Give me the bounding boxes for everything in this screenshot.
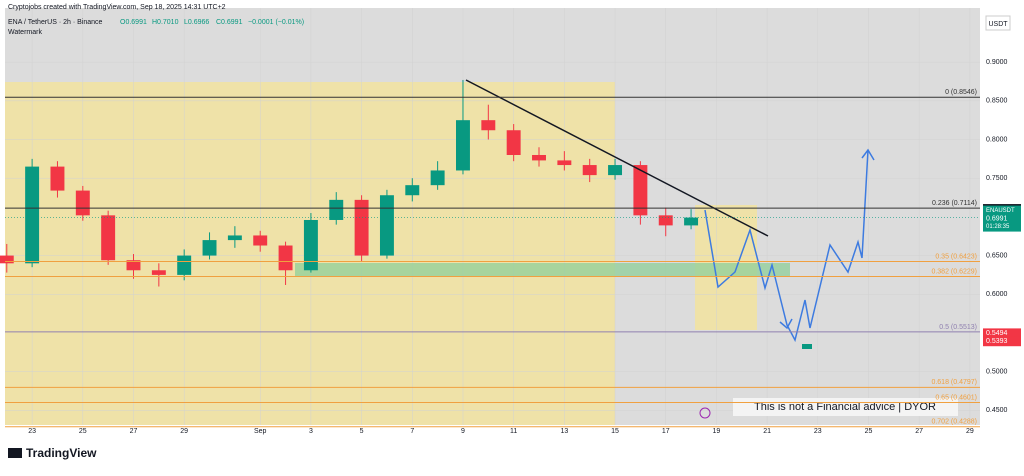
support-zone bbox=[295, 263, 790, 277]
candle-body bbox=[151, 270, 166, 275]
legend-value: −0.0001 (−0.01%) bbox=[248, 19, 304, 26]
candle-body bbox=[379, 195, 394, 256]
fib-label: 0.236 (0.7114) bbox=[932, 200, 977, 207]
ohlc-legend: O0.6991 H0.7010 L0.6966 C0.6991 −0.0001 (−0.… bbox=[120, 19, 304, 26]
candle-body bbox=[456, 120, 470, 171]
candle-body bbox=[557, 160, 572, 166]
last-price-badge bbox=[983, 205, 1021, 232]
x-tick-label: 29 bbox=[966, 428, 974, 435]
x-tick-label: 21 bbox=[763, 428, 771, 435]
fib-label: 0.702 (0.4288) bbox=[931, 419, 977, 426]
y-tick-label: 0.7500 bbox=[986, 175, 1008, 182]
x-tick-label: 17 bbox=[662, 428, 670, 435]
legend-value: O0.6991 bbox=[120, 19, 147, 26]
x-tick-label: 15 bbox=[611, 428, 619, 435]
candle-body bbox=[0, 255, 14, 264]
subtitle: ENA / TetherUS · 2h · Binance bbox=[8, 19, 103, 26]
candles bbox=[0, 79, 699, 287]
candle-body bbox=[303, 219, 318, 271]
candle-body bbox=[202, 240, 217, 256]
legend-value: H0.7010 bbox=[152, 19, 179, 26]
x-tick-label: 13 bbox=[560, 428, 568, 435]
x-tick-label: 27 bbox=[130, 428, 138, 435]
trend-line bbox=[465, 79, 769, 237]
candle-body bbox=[633, 165, 648, 216]
fib-label: 0 (0.8546) bbox=[945, 89, 977, 96]
x-tick-label: 23 bbox=[814, 428, 822, 435]
projection-arrow bbox=[861, 148, 875, 161]
fib-label: 0.618 (0.4797) bbox=[931, 379, 977, 386]
overlay: 0 (0.8546) 0.236 (0.7114) 0.35 (0.6423) 0.3… bbox=[5, 89, 980, 428]
last-price-timer: 01:28:35 bbox=[986, 224, 1010, 230]
watermark: Watermark bbox=[8, 29, 42, 36]
fib-label: 0.35 (0.6423) bbox=[935, 253, 977, 260]
x-tick-label: 3 bbox=[309, 428, 313, 435]
candle-body bbox=[430, 170, 445, 186]
x-tick-label: 25 bbox=[79, 428, 87, 435]
candle-body bbox=[278, 245, 293, 271]
y-tick-label: 0.6500 bbox=[986, 252, 1008, 259]
x-tick-label: 29 bbox=[180, 428, 188, 435]
candle-body bbox=[101, 215, 116, 261]
candle-body bbox=[227, 235, 242, 241]
candle-body bbox=[658, 215, 673, 226]
legend-value: L0.6966 bbox=[184, 19, 209, 26]
x-tick-label: 7 bbox=[410, 428, 414, 435]
candle-body bbox=[177, 255, 192, 275]
candle-body bbox=[126, 260, 141, 271]
candle-body bbox=[75, 190, 90, 216]
y-tick-label: 0.5000 bbox=[986, 368, 1008, 375]
brand: TradingView bbox=[26, 446, 97, 460]
y-tick-label: 0.8000 bbox=[986, 136, 1008, 143]
candle-body bbox=[608, 165, 623, 176]
currency: USDT bbox=[988, 21, 1008, 28]
candle-body bbox=[253, 235, 268, 246]
candle-body bbox=[50, 166, 65, 191]
fib-label: 0.65 (0.4601) bbox=[935, 394, 977, 401]
candle-body bbox=[684, 217, 699, 226]
fib-label: 0.382 (0.6229) bbox=[931, 268, 977, 275]
brand-logo bbox=[8, 448, 22, 458]
x-tick-label: 25 bbox=[865, 428, 873, 435]
projection-arrow bbox=[779, 318, 793, 330]
candle-body bbox=[329, 199, 344, 220]
title: Cryptojobs created with TradingView.com,… bbox=[8, 4, 226, 11]
x-tick-label: 9 bbox=[461, 428, 465, 435]
candle-body bbox=[506, 130, 521, 155]
y-tick-label: 0.4500 bbox=[986, 407, 1008, 414]
candle-body bbox=[532, 154, 546, 161]
last-price-value: 0.6991 bbox=[986, 215, 1008, 222]
candle-body bbox=[481, 120, 496, 131]
x-tick-label: 27 bbox=[915, 428, 923, 435]
x-tick-label: Sep bbox=[254, 428, 267, 435]
price-badge-label: 0.5393 bbox=[986, 338, 1008, 345]
x-tick-label: 23 bbox=[28, 428, 36, 435]
x-tick-label: 11 bbox=[510, 428, 517, 435]
projection-path bbox=[704, 149, 869, 343]
flag bbox=[802, 344, 812, 349]
x-tick-label: 5 bbox=[360, 428, 364, 435]
x-tick-label: 19 bbox=[713, 428, 721, 435]
y-tick-label: 0.6000 bbox=[986, 291, 1008, 298]
y-tick-label: 0.9000 bbox=[986, 59, 1008, 66]
currency-box bbox=[985, 15, 1011, 31]
candle-body bbox=[25, 166, 40, 264]
last-price-name: ENAUSDT bbox=[986, 208, 1015, 214]
price-badge bbox=[983, 336, 1021, 347]
icon bbox=[699, 407, 711, 419]
candle-body bbox=[354, 199, 369, 256]
price-badge-label: 0.5494 bbox=[986, 330, 1008, 337]
candle-body bbox=[405, 185, 420, 196]
fib-label: 0.5 (0.5513) bbox=[939, 324, 977, 331]
y-tick-label: 0.8500 bbox=[986, 98, 1008, 105]
annotation: This is not a Financial advice | DYOR bbox=[754, 401, 936, 413]
legend-value: C0.6991 bbox=[216, 19, 243, 26]
candle-body bbox=[582, 165, 597, 176]
price-badge bbox=[983, 328, 1021, 339]
